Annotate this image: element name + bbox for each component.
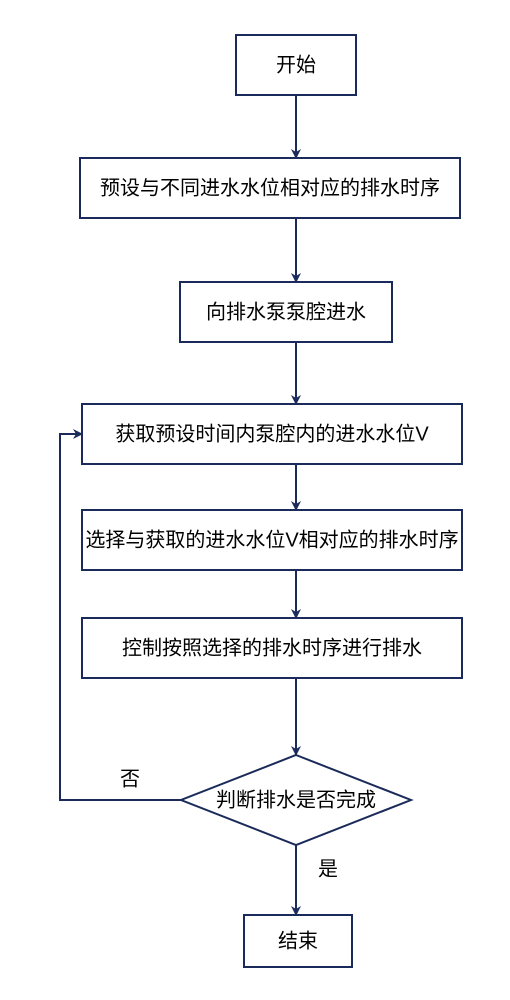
node-label-getlevel: 获取预设时间内泵腔内的进水水位V bbox=[115, 422, 429, 445]
edge-label-decide-end: 是 bbox=[318, 858, 338, 880]
node-label-preset: 预设与不同进水水位相对应的排水时序 bbox=[100, 176, 440, 199]
node-label-select: 选择与获取的进水水位V相对应的排水时序 bbox=[85, 528, 458, 551]
node-label-control: 控制按照选择的排水时序进行排水 bbox=[122, 636, 422, 659]
node-label-decide: 判断排水是否完成 bbox=[216, 788, 376, 811]
edge-label-decide-getlevel: 否 bbox=[120, 768, 140, 790]
node-label-end: 结束 bbox=[278, 929, 318, 952]
node-label-start: 开始 bbox=[276, 53, 316, 76]
node-label-fill: 向排水泵泵腔进水 bbox=[206, 300, 366, 323]
flowchart-svg: 是 否 开始预设与不同进水水位相对应的排水时序向排水泵泵腔进水获取预设时间内泵腔内的… bbox=[0, 0, 510, 1000]
